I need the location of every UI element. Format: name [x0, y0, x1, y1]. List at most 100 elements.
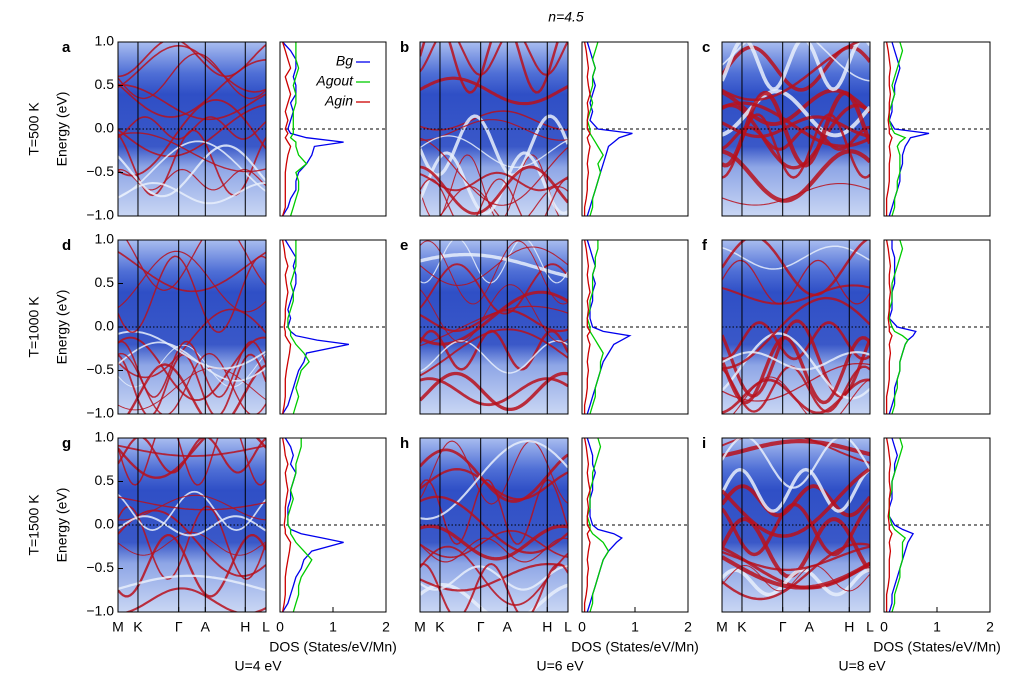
y-tick-label: 0.0 — [95, 318, 115, 334]
y-axis-label: Energy (eV) — [54, 92, 70, 167]
dos-line — [888, 240, 917, 415]
band-line — [118, 341, 266, 382]
x-tick-label: Γ — [175, 619, 183, 635]
x-tick-label: 1 — [631, 619, 639, 635]
y-tick-label: −0.5 — [86, 163, 114, 179]
band-line — [420, 495, 568, 554]
x-axis-label: DOS (States/eV/Mn) — [571, 639, 699, 655]
band-line — [420, 562, 568, 592]
plot-frame — [279, 41, 387, 217]
band-line — [722, 335, 870, 405]
spectral-bands — [722, 438, 870, 601]
spectral-bands — [722, 42, 870, 206]
x-tick-label: 0 — [578, 619, 586, 635]
band-line — [420, 240, 568, 284]
x-tick-label: M — [112, 619, 124, 635]
plot-frame — [581, 239, 689, 415]
band-line — [420, 165, 568, 215]
dos-line — [888, 41, 930, 217]
legend-label: Agout — [315, 73, 354, 89]
x-tick-label: 2 — [986, 619, 994, 635]
band-line — [722, 467, 870, 513]
band-line — [722, 438, 870, 464]
x-tick-label: 0 — [276, 619, 284, 635]
x-tick-label: 2 — [382, 619, 390, 635]
band-line — [722, 42, 862, 102]
band-line — [722, 42, 870, 82]
dos-line — [281, 437, 292, 613]
figure-title: n=4.5 — [548, 9, 584, 25]
dos-line — [282, 41, 344, 217]
plot-frame — [419, 437, 569, 613]
band-line — [420, 565, 568, 591]
band-line — [126, 363, 266, 414]
panel-label: g — [62, 435, 71, 452]
band-line — [420, 252, 568, 278]
band-line — [722, 115, 870, 139]
band-line — [722, 467, 870, 538]
dos-line — [586, 437, 610, 613]
band-line — [118, 140, 266, 199]
band-line — [722, 240, 869, 297]
dos-line — [287, 438, 313, 613]
plot-frame — [419, 41, 569, 217]
x-tick-label: K — [737, 619, 747, 635]
spectral-bands — [118, 42, 266, 205]
band-line — [420, 42, 568, 76]
band-line — [125, 240, 266, 291]
plot-frame — [721, 239, 871, 415]
plot-frame — [883, 41, 991, 217]
y-tick-label: −1.0 — [86, 405, 114, 421]
y-tick-label: 0.5 — [95, 76, 115, 92]
plot-frame — [279, 239, 387, 415]
y-tick-label: 0.5 — [95, 472, 115, 488]
band-line — [722, 439, 870, 458]
y-tick-label: 1.0 — [95, 33, 115, 49]
band-line — [118, 533, 266, 598]
dos-line — [888, 437, 907, 613]
band-line — [420, 562, 568, 612]
x-tick-label: L — [866, 619, 874, 635]
band-line — [123, 587, 266, 612]
plot-frame — [581, 41, 689, 217]
band-line — [420, 448, 568, 503]
band-line — [118, 132, 266, 173]
band-line — [118, 438, 266, 486]
band-line — [420, 246, 568, 286]
band-line — [722, 351, 870, 371]
band-line — [420, 582, 568, 612]
band-line — [420, 76, 568, 106]
row-label: T=500 K — [26, 102, 42, 156]
spectral-bands — [118, 438, 266, 612]
band-line — [118, 42, 266, 78]
x-tick-label: M — [716, 619, 728, 635]
band-line — [420, 42, 559, 94]
x-tick-label: K — [435, 619, 445, 635]
band-line — [420, 240, 568, 305]
band-line — [420, 371, 568, 412]
band-line — [420, 305, 568, 347]
x-axis-label: DOS (States/eV/Mn) — [269, 639, 397, 655]
spectral-bands — [420, 42, 568, 216]
band-line — [118, 330, 266, 370]
x-axis-label: DOS (States/eV/Mn) — [873, 639, 1001, 655]
band-line — [118, 438, 266, 474]
column-label: U=4 eV — [234, 658, 282, 674]
band-line — [118, 98, 266, 177]
spectral-bands — [420, 440, 568, 612]
panel-label: e — [400, 237, 408, 254]
band-line — [732, 376, 870, 414]
y-tick-label: 1.0 — [95, 429, 115, 445]
x-tick-label: H — [844, 619, 854, 635]
dos-line — [885, 437, 893, 612]
band-line — [118, 255, 266, 333]
panel-label: f — [702, 237, 708, 254]
x-tick-label: Γ — [779, 619, 787, 635]
band-line — [420, 340, 568, 374]
band-line — [118, 574, 266, 592]
x-tick-label: A — [503, 619, 513, 635]
band-line — [118, 438, 266, 479]
band-line — [420, 328, 568, 377]
dos-line — [287, 240, 310, 415]
plot-frame — [721, 437, 871, 613]
